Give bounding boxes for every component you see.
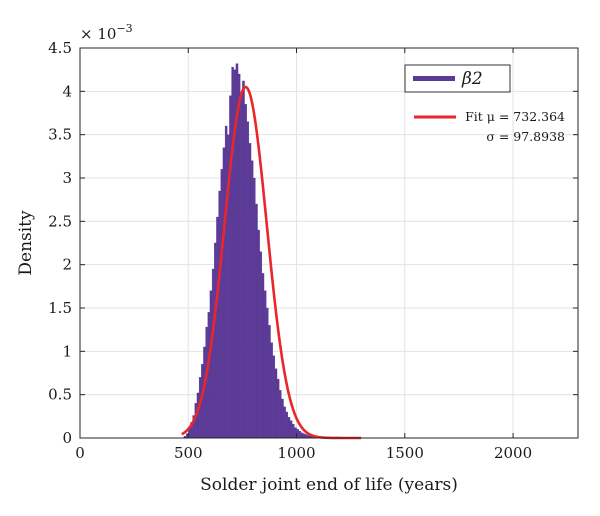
- y-tick-label: 3: [62, 169, 72, 187]
- histogram-bar: [220, 169, 224, 439]
- y-tick-label: 1: [62, 342, 72, 360]
- histogram-bar: [255, 203, 258, 439]
- histogram-bar: [214, 242, 217, 439]
- histogram-bar: [229, 95, 232, 439]
- axis-ticks: 0 500 1000 1500 2000 0 0.5 1 1.5 2 2.5 3 3.5 4 4.5: [48, 39, 578, 462]
- legend-fit-sigma: σ = 97.8938: [486, 129, 565, 144]
- histogram-bar: [287, 417, 291, 439]
- histogram-bar: [237, 73, 241, 439]
- histogram-bar: [244, 104, 247, 439]
- histogram-bar: [263, 290, 267, 439]
- y-tick-label: 0: [62, 429, 72, 447]
- histogram-bar: [302, 433, 306, 439]
- histogram-bar: [242, 80, 245, 439]
- x-tick-label: 2000: [494, 444, 532, 462]
- histogram-bar: [283, 406, 286, 439]
- histogram-bar: [270, 342, 273, 439]
- y-axis-label: Density: [16, 210, 36, 276]
- histogram-bar: [268, 325, 271, 439]
- x-tick-label: 1500: [386, 444, 424, 462]
- histogram-bar: [207, 312, 211, 439]
- histogram-bar: [292, 423, 295, 439]
- histogram-bar: [257, 229, 260, 439]
- histogram-bar: [246, 121, 250, 439]
- histogram-bar: [274, 368, 278, 439]
- y-tick-label: 0.5: [48, 386, 72, 404]
- legend-fit-label: Fit μ = 732.364: [465, 109, 565, 124]
- legend-fit: Fit μ = 732.364 σ = 97.8938: [414, 109, 565, 144]
- histogram-bar: [272, 355, 276, 439]
- histogram-bar: [248, 143, 252, 439]
- histogram-bar: [279, 390, 282, 439]
- histogram-bar: [281, 398, 284, 439]
- histogram-bar: [261, 273, 265, 439]
- histogram-bar: [216, 216, 219, 439]
- y-tick-label: 3.5: [48, 126, 72, 144]
- histogram-bar: [300, 432, 304, 439]
- histogram-bar: [250, 160, 254, 439]
- histogram-bar: [305, 434, 308, 439]
- y-tick-label: 2: [62, 256, 72, 274]
- histogram-bar: [211, 268, 215, 439]
- y-multiplier-label: × 10−3: [80, 22, 133, 43]
- histogram-bars: [183, 63, 336, 439]
- histogram-bar: [222, 147, 226, 439]
- histogram-bar: [253, 177, 256, 439]
- y-tick-label: 4: [62, 82, 72, 100]
- y-tick-label: 2.5: [48, 212, 72, 230]
- histogram-bar: [231, 66, 234, 439]
- legend-series-label: β2: [461, 69, 483, 89]
- legend-series-box: β2: [404, 64, 511, 93]
- y-tick-label: 1.5: [48, 299, 72, 317]
- histogram-bar: [224, 125, 228, 439]
- histogram-bar: [276, 378, 280, 439]
- x-axis-label: Solder joint end of life (years): [200, 475, 458, 495]
- y-multiplier-exponent: −3: [116, 22, 132, 35]
- histogram-bar: [266, 307, 269, 439]
- x-tick-label: 500: [174, 444, 203, 462]
- histogram-bar: [218, 190, 221, 439]
- histogram-bar: [259, 251, 263, 439]
- histogram-bar: [285, 411, 289, 439]
- histogram-bar: [298, 430, 302, 439]
- y-tick-label: 4.5: [48, 39, 72, 57]
- histogram-bar: [240, 95, 243, 439]
- x-tick-label: 0: [75, 444, 85, 462]
- x-tick-label: 1000: [277, 444, 315, 462]
- plot-area: [80, 48, 578, 438]
- histogram-bar: [289, 420, 293, 439]
- histogram-bar: [209, 290, 213, 439]
- plot-frame: [79, 47, 579, 439]
